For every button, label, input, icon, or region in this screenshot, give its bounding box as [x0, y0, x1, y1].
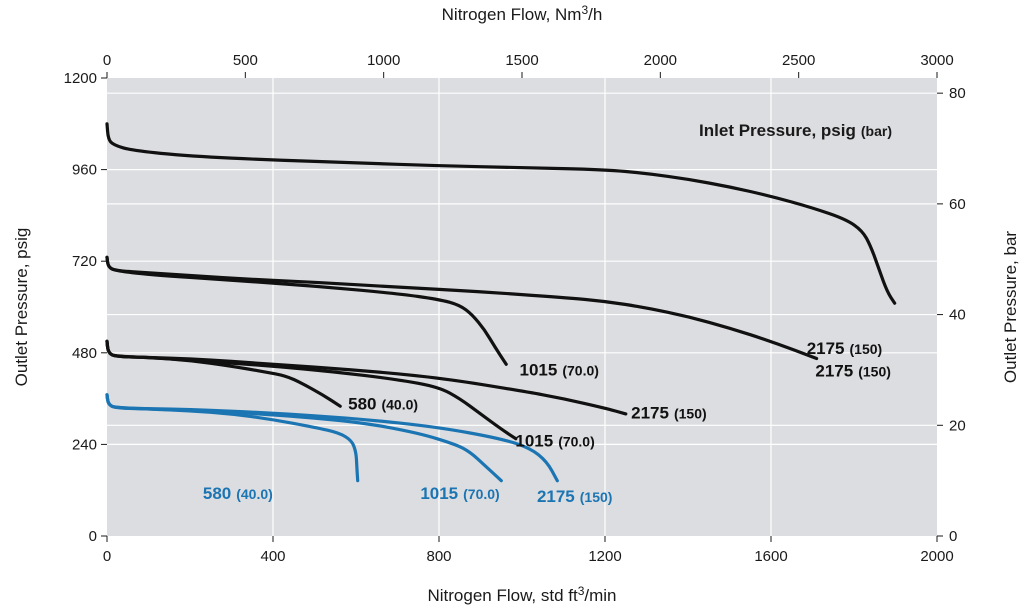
series-label-value: 580 — [203, 484, 231, 503]
series-label-bar: (150) — [850, 341, 883, 357]
bottom-tick-label: 2000 — [920, 548, 953, 565]
right-axis-title: Outlet Pressure, bar — [1001, 231, 1020, 383]
series-label-0: 2175 (150) — [815, 362, 891, 381]
bottom-tick-label: 1200 — [588, 548, 621, 565]
series-label-value: 2175 — [815, 362, 853, 381]
bottom-tick-label: 400 — [260, 548, 285, 565]
series-label-bar: (40.0) — [236, 486, 273, 502]
series-lines — [105, 122, 897, 483]
series-label-6: 580 (40.0) — [203, 484, 273, 503]
top-tick-label: 500 — [233, 52, 258, 69]
bottom-tick-label: 1600 — [754, 548, 787, 565]
left-tick-label: 480 — [72, 345, 97, 362]
series-label-bar: (70.0) — [558, 434, 595, 450]
bottom-tick-label: 800 — [426, 548, 451, 565]
series-label-4: 1015 (70.0) — [515, 432, 594, 451]
legend-title: Inlet Pressure, psig (bar) — [699, 121, 892, 140]
series-label-3: 580 (40.0) — [348, 395, 418, 414]
left-tick-label: 240 — [72, 436, 97, 453]
series-labels: 2175 (150)1015 (70.0)2175 (150)580 (40.0)101… — [203, 339, 891, 506]
plot-area — [107, 78, 937, 536]
right-tick-label: 40 — [949, 307, 966, 324]
right-tick-label: 20 — [949, 417, 966, 434]
series-label-value: 2175 — [631, 404, 669, 423]
series-line-5 — [105, 339, 628, 416]
series-line-0 — [105, 122, 897, 305]
series-label-7: 1015 (70.0) — [420, 484, 499, 503]
left-tick-label: 720 — [72, 253, 97, 270]
bottom-tick-label: 0 — [103, 548, 111, 565]
series-label-value: 1015 — [515, 432, 553, 451]
series-label-bar: (70.0) — [463, 486, 500, 502]
series-line-8 — [105, 393, 559, 483]
series-line-2 — [105, 255, 819, 361]
series-label-5: 2175 (150) — [631, 404, 707, 423]
left-tick-label: 1200 — [64, 70, 97, 87]
top-tick-label: 2500 — [782, 52, 815, 69]
top-axis-title: Nitrogen Flow, Nm3/h — [442, 3, 603, 24]
top-tick-label: 1500 — [505, 52, 538, 69]
series-label-8: 2175 (150) — [537, 487, 613, 506]
right-tick-label: 60 — [949, 196, 966, 213]
series-label-value: 1015 — [420, 484, 458, 503]
top-tick-label: 1000 — [367, 52, 400, 69]
series-label-bar: (150) — [674, 406, 707, 422]
left-axis-title: Outlet Pressure, psig — [12, 228, 31, 387]
left-tick-label: 0 — [89, 528, 97, 545]
top-tick-label: 0 — [103, 52, 111, 69]
series-label-value: 2175 — [807, 339, 845, 358]
right-tick-label: 80 — [949, 85, 966, 102]
series-label-bar: (150) — [580, 489, 613, 505]
bottom-axis-title: Nitrogen Flow, std ft3/min — [427, 584, 616, 605]
series-label-1: 1015 (70.0) — [520, 361, 599, 380]
right-tick-label: 0 — [949, 528, 957, 545]
series-label-value: 2175 — [537, 487, 575, 506]
series-label-value: 1015 — [520, 361, 558, 380]
series-label-bar: (70.0) — [562, 363, 599, 379]
series-label-bar: (40.0) — [381, 397, 418, 413]
series-label-bar: (150) — [858, 364, 891, 380]
top-tick-label: 2000 — [644, 52, 677, 69]
top-tick-label: 3000 — [920, 52, 953, 69]
series-label-value: 580 — [348, 395, 376, 414]
series-label-2: 2175 (150) — [807, 339, 883, 358]
left-tick-label: 960 — [72, 162, 97, 179]
